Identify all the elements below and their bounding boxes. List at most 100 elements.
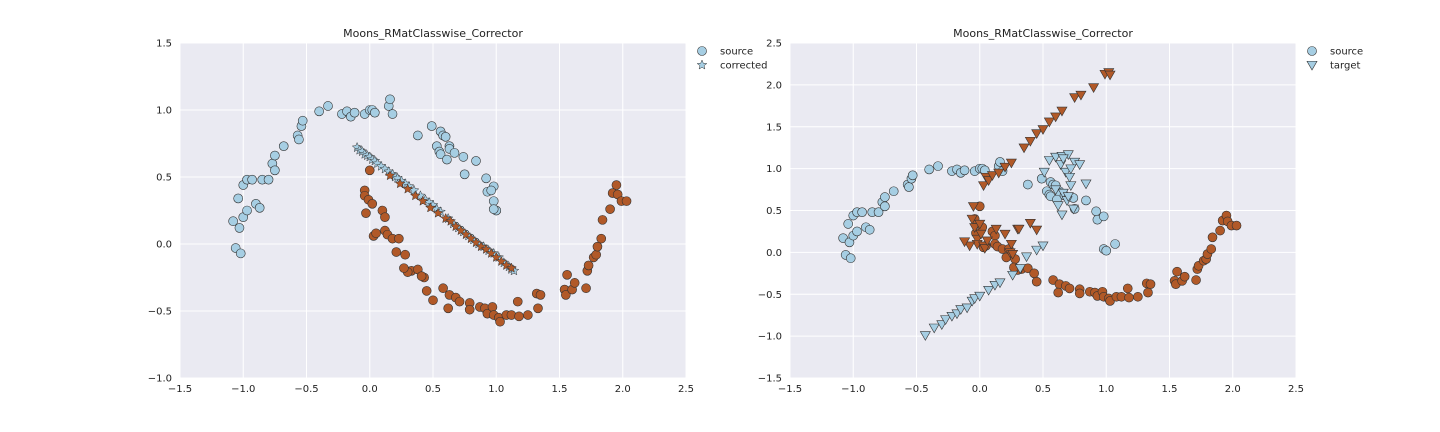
left-star-point	[432, 207, 444, 218]
left-chart-title: Moons_RMatClasswise_Corrector	[343, 27, 523, 40]
right-x-tick-label: −1.5	[778, 384, 802, 395]
left-legend: source corrected	[696, 46, 768, 72]
right-triangle-point	[1067, 204, 1079, 215]
right-triangle-point	[1052, 201, 1064, 212]
left-circle-point	[486, 185, 496, 196]
left-circle-point	[394, 233, 404, 244]
left-circle-point	[581, 283, 591, 294]
left-circle-point	[512, 296, 523, 307]
left-circle-point	[416, 271, 427, 281]
left-circle-point	[562, 270, 572, 280]
right-triangle-point	[936, 320, 948, 331]
right-triangle-point	[940, 315, 952, 325]
right-triangle-point	[1024, 219, 1036, 229]
left-circle-point	[523, 310, 533, 320]
right-y-tick-label: 0.5	[766, 206, 782, 217]
left-star-point	[455, 224, 467, 236]
right-triangle-point	[999, 162, 1011, 173]
left-circle-point	[385, 94, 395, 105]
right-circle-point	[1122, 283, 1133, 294]
left-circle-point	[242, 205, 252, 216]
left-circle-point	[254, 203, 265, 213]
left-scatter-marks	[228, 94, 632, 327]
left-x-tick-labels: −1.5 −1.0 −0.5 0.0 0.5 1.0 1.5 2.0 2.5	[168, 384, 694, 395]
right-circle-point	[1145, 279, 1156, 290]
right-circle-point	[924, 164, 934, 175]
right-circle-point	[1179, 271, 1190, 282]
left-y-tick-label: −1.0	[148, 374, 172, 385]
left-circle-point	[569, 278, 580, 288]
right-triangle-point	[955, 305, 967, 315]
left-circle-point	[426, 121, 437, 131]
right-circle-point	[852, 226, 862, 237]
left-circle-point	[367, 199, 378, 209]
right-y-tick-label: 2.0	[766, 80, 782, 91]
right-triangle-point	[961, 303, 973, 314]
right-x-tick-label: −0.5	[904, 384, 928, 395]
right-circle-point	[845, 253, 856, 264]
left-y-tick-label: 1.0	[156, 106, 172, 117]
left-x-tick-label: −0.5	[294, 384, 318, 395]
left-circle-point	[487, 302, 498, 312]
right-circle-point	[1101, 245, 1112, 256]
right-y-tick-label: −1.5	[758, 374, 782, 385]
left-legend-star-marker	[696, 59, 708, 70]
right-triangle-point	[974, 219, 986, 230]
left-circle-point	[235, 248, 246, 259]
left-x-tick-label: −1.0	[231, 384, 255, 395]
right-circle-point	[1124, 292, 1134, 303]
right-triangle-point	[1024, 136, 1036, 147]
right-circle-point	[843, 219, 853, 229]
right-triangle-point	[964, 241, 976, 252]
left-circle-point	[263, 174, 274, 185]
left-star-point	[384, 170, 396, 181]
right-circle-point	[1206, 244, 1217, 254]
left-circle-point	[583, 260, 594, 271]
left-circle-point	[535, 290, 546, 300]
right-y-tick-label: 0.0	[766, 248, 782, 259]
right-triangle-point	[1005, 158, 1017, 169]
right-circle-point	[1110, 239, 1120, 249]
left-circle-point	[533, 303, 543, 314]
left-circle-point	[611, 180, 622, 190]
right-legend-label: target	[1330, 61, 1360, 72]
right-x-tick-labels: −1.5 −1.0 −0.5 0.0 0.5 1.0 1.5 2.0 2.5	[778, 384, 1304, 395]
right-triangle-point	[1013, 224, 1025, 235]
right-triangle-point	[981, 236, 993, 247]
right-y-tick-labels: −1.5 −1.0 −0.5 0.0 0.5 1.0 1.5 2.0 2.5	[758, 39, 782, 385]
right-scatter-marks	[838, 68, 1242, 341]
left-star-point	[394, 178, 406, 189]
left-circle-point	[349, 107, 360, 118]
right-x-tick-label: 2.0	[1225, 384, 1241, 395]
right-triangle-point	[1018, 143, 1030, 154]
right-triangle-point	[1074, 160, 1086, 171]
left-circle-point	[454, 296, 465, 307]
right-circle-point	[1143, 287, 1153, 298]
left-circle-point	[488, 196, 499, 206]
right-triangle-point	[969, 223, 981, 233]
left-x-tick-label: −1.5	[168, 384, 192, 395]
right-triangle-point	[1014, 264, 1026, 274]
left-y-tick-labels: −1.0 −0.5 0.0 0.5 1.0 1.5	[148, 39, 172, 385]
right-triangle-point	[993, 168, 1005, 179]
right-circle-point	[1231, 220, 1242, 231]
left-circle-point	[488, 204, 499, 214]
left-circle-point	[294, 134, 304, 145]
right-triangle-point	[1056, 106, 1068, 117]
left-circle-point	[443, 303, 453, 314]
right-circle-point	[1215, 225, 1225, 236]
left-star-point	[402, 183, 414, 194]
left-circle-point	[605, 204, 615, 214]
left-circle-point	[591, 249, 601, 260]
right-triangle-point	[1037, 241, 1049, 252]
left-circle-point	[597, 215, 608, 225]
left-circle-point	[270, 150, 280, 161]
left-circle-point	[400, 249, 410, 260]
right-circle-point	[1023, 179, 1033, 190]
right-triangle-point	[1065, 164, 1077, 175]
right-triangle-point	[1050, 185, 1062, 196]
right-triangle-point	[1043, 117, 1055, 128]
left-circle-point	[228, 216, 238, 227]
right-y-tick-label: −0.5	[758, 290, 782, 301]
right-circle-point	[959, 165, 970, 176]
